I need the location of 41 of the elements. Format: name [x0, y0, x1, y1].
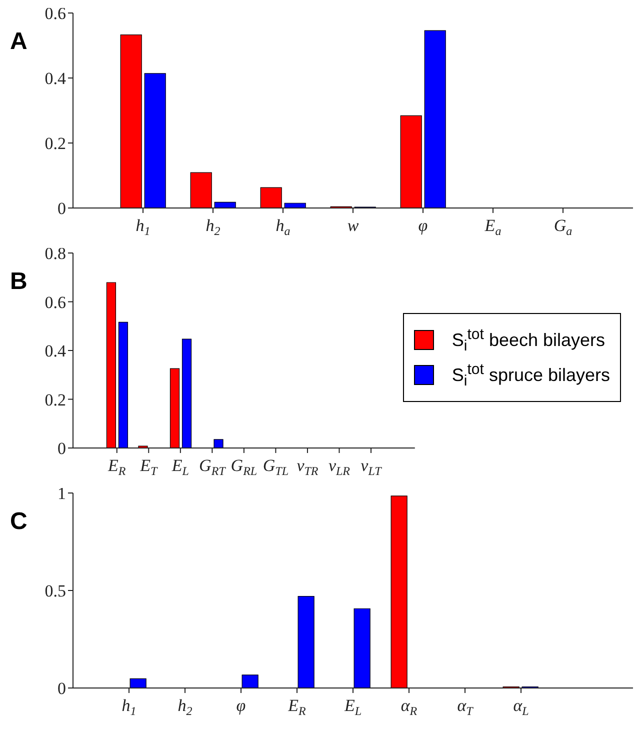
x-tick-label: E$_{T}$: [139, 456, 158, 478]
y-tick-label: 0.4: [44, 342, 66, 361]
text: C: [10, 508, 28, 536]
x-tick-label: G$_{RL}$: [230, 456, 258, 478]
x-tick-label: ν$_{TR}$: [296, 456, 319, 478]
y-tick-label: 0.2: [44, 390, 66, 410]
x-tick-label: ν$_{LT}$: [360, 456, 383, 478]
x-tick-label: h$_{1}$: [136, 216, 150, 238]
y-tick-label: 1: [58, 484, 66, 504]
x-tick-label: φ: [418, 216, 428, 235]
x-tick-label: E$_{a}$: [484, 216, 502, 238]
x-tick-label: G$_{TL}$: [262, 456, 289, 478]
y-tick-label: 0.5: [44, 582, 66, 601]
y-tick-label: 0.2: [44, 134, 66, 154]
x-tick-label: α$_{T}$: [457, 696, 474, 718]
y-tick-label: 0.6: [44, 4, 66, 24]
x-tick-label: h$_{1}$: [122, 696, 136, 718]
text: B: [10, 268, 28, 296]
x-tick-label: α$_{L}$: [513, 696, 530, 718]
x-tick-label: G$_{RT}$: [199, 456, 227, 478]
x-tick-label: E$_{L}$: [170, 456, 190, 478]
x-tick-label: α$_{R}$: [400, 696, 418, 718]
x-tick-label: φ: [236, 696, 246, 715]
x-tick-label: E$_{R}$: [107, 456, 126, 478]
y-tick-label: 0: [58, 439, 66, 458]
x-tick-label: E$_{R}$: [287, 696, 307, 718]
legend-label: S$_{i}$$^{tot}$ spruce bilayers: [452, 360, 610, 390]
x-tick-label: G$_{a}$: [554, 216, 572, 238]
text: A: [10, 28, 28, 56]
y-tick-label: 0.6: [44, 292, 66, 312]
legend-label: S$_{i}$$^{tot}$ beech bilayers: [452, 326, 606, 355]
y-tick-label: 0: [58, 679, 66, 698]
x-tick-label: h$_{2}$: [178, 696, 192, 718]
x-tick-label: h$_{a}$: [276, 216, 290, 238]
y-tick-label: 0.4: [44, 69, 66, 88]
y-tick-label: 0.8: [44, 244, 66, 264]
y-tick-label: 0: [58, 199, 66, 218]
x-tick-label: h$_{2}$: [206, 216, 220, 238]
x-tick-label: w: [347, 216, 360, 235]
x-tick-label: E$_{L}$: [343, 696, 362, 718]
x-tick-label: ν$_{LR}$: [328, 456, 351, 478]
